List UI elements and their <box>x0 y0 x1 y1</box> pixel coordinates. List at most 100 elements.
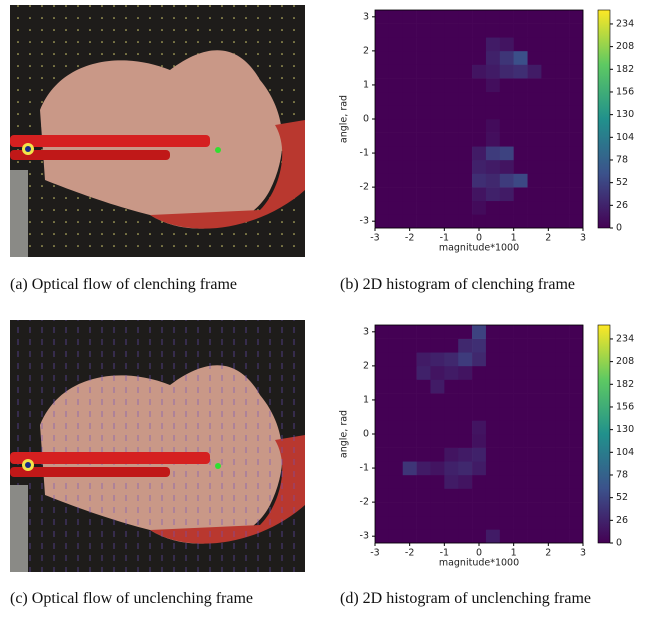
hist-cell <box>458 352 472 366</box>
hist-cell <box>417 475 431 489</box>
hist-cell <box>403 105 417 119</box>
hist-cell <box>375 65 389 79</box>
hist-cell <box>430 325 444 339</box>
colorbar-tick-label: 78 <box>616 469 628 480</box>
hist-cell <box>569 51 583 65</box>
hist-cell <box>555 119 569 133</box>
hist-cell <box>514 489 528 503</box>
hist-cell <box>569 201 583 215</box>
hist-cell <box>486 133 500 147</box>
hist-cell <box>555 37 569 51</box>
hist-cell <box>472 475 486 489</box>
hist-cell <box>541 448 555 462</box>
colorbar-tick-label: 234 <box>616 18 634 29</box>
hist-cell <box>430 201 444 215</box>
hist-cell <box>528 475 542 489</box>
hist-cell <box>458 37 472 51</box>
hist-cell <box>417 187 431 201</box>
hist-cell <box>555 448 569 462</box>
colorbar <box>598 10 610 228</box>
hist-cell <box>389 160 403 174</box>
colorbar-tick-label: 26 <box>616 200 628 211</box>
hist-cell <box>569 516 583 530</box>
hist-cell <box>528 160 542 174</box>
hist-cell <box>569 105 583 119</box>
hist-cell <box>444 78 458 92</box>
hist-cell <box>375 37 389 51</box>
hist-cell <box>444 174 458 188</box>
hist-cell <box>389 475 403 489</box>
hist-cell <box>486 92 500 106</box>
hist-cell <box>375 105 389 119</box>
hist-cell <box>389 448 403 462</box>
hist-cell <box>430 174 444 188</box>
hist-cell <box>403 133 417 147</box>
hist-cell <box>486 24 500 38</box>
hist-cell <box>430 489 444 503</box>
hist-cell <box>500 133 514 147</box>
hist-cell <box>500 325 514 339</box>
hist-cell <box>569 325 583 339</box>
hist-cell <box>500 448 514 462</box>
hist-cell <box>444 146 458 160</box>
hist-cell <box>486 119 500 133</box>
hist-cell <box>444 24 458 38</box>
hist-cell <box>500 502 514 516</box>
hist-cell <box>417 10 431 24</box>
hist-cell <box>444 461 458 475</box>
hist-cell <box>444 352 458 366</box>
hist-cell <box>528 146 542 160</box>
hist-cell <box>569 119 583 133</box>
hist-cell <box>486 420 500 434</box>
hist-cell <box>458 92 472 106</box>
hist-cell <box>430 119 444 133</box>
hist-cell <box>541 380 555 394</box>
hist-cell <box>375 160 389 174</box>
hist-cell <box>389 10 403 24</box>
hist-cell <box>375 24 389 38</box>
hist-cell <box>555 146 569 160</box>
hist-cell <box>500 78 514 92</box>
hist-cell <box>486 146 500 160</box>
hist-cell <box>528 10 542 24</box>
hist-cell <box>569 92 583 106</box>
hist-cell <box>403 24 417 38</box>
y-tick-label: -1 <box>360 148 369 159</box>
hist-cell <box>389 51 403 65</box>
hist-cell <box>417 119 431 133</box>
hist-cell <box>389 133 403 147</box>
y-tick-label: 2 <box>363 360 369 371</box>
hist-cell <box>389 214 403 228</box>
hist-cell <box>541 10 555 24</box>
hist-cell <box>375 51 389 65</box>
hist-cell <box>569 146 583 160</box>
hist-cell <box>389 65 403 79</box>
hist-cell <box>375 516 389 530</box>
hist-cell <box>514 393 528 407</box>
y-axis-label: angle, rad <box>339 95 350 143</box>
hist-cell <box>417 92 431 106</box>
hist-cell <box>569 475 583 489</box>
hist-cell <box>375 146 389 160</box>
hist-cell <box>375 407 389 421</box>
colorbar-tick-label: 156 <box>616 86 634 97</box>
photo-clenching <box>10 5 305 257</box>
hist-cell <box>555 434 569 448</box>
hist-cell <box>541 105 555 119</box>
hist-cell <box>555 325 569 339</box>
hist-cell <box>444 516 458 530</box>
hist-cell <box>403 434 417 448</box>
hist-cell <box>389 420 403 434</box>
hist-cell <box>486 380 500 394</box>
hist-cell <box>444 119 458 133</box>
hist-cell <box>500 119 514 133</box>
hist-cell <box>500 51 514 65</box>
hist-cell <box>541 434 555 448</box>
hist-cell <box>541 339 555 353</box>
hist-cell <box>528 325 542 339</box>
hist-cell <box>486 529 500 543</box>
hist-cell <box>500 529 514 543</box>
hist-cell <box>486 434 500 448</box>
hist-cell <box>472 105 486 119</box>
hist-cell <box>500 24 514 38</box>
